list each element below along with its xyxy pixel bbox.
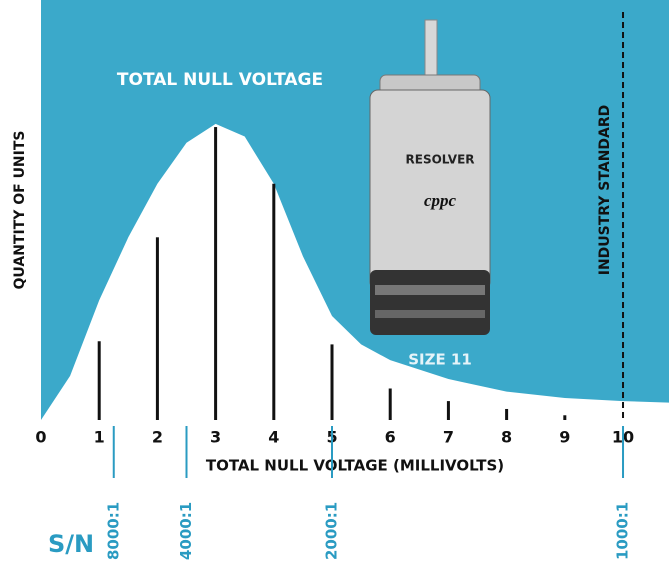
x-tick-label: 3 <box>210 428 221 447</box>
y-axis-label: QUANTITY OF UNITS <box>12 131 28 290</box>
product-brand: cppc <box>424 191 457 210</box>
sn-tick-label: 1000:1 <box>614 502 632 560</box>
product-label: RESOLVER <box>406 153 475 167</box>
bar <box>272 184 275 420</box>
x-tick-label: 0 <box>35 428 46 447</box>
bar <box>389 389 392 421</box>
x-axis-label: TOTAL NULL VOLTAGE (MILLIVOLTS) <box>206 457 504 475</box>
reference-label: INDUSTRY STANDARD <box>597 105 613 276</box>
bar <box>214 127 217 420</box>
sn-tick-label: 2000:1 <box>323 502 341 560</box>
x-tick-label: 8 <box>501 428 512 447</box>
chart-title: TOTAL NULL VOLTAGE <box>117 70 323 90</box>
bar <box>156 237 159 420</box>
bar <box>447 401 450 420</box>
sn-tick-label: 4000:1 <box>177 502 195 560</box>
sn-tick-label: 8000:1 <box>104 502 122 560</box>
bar <box>331 344 334 420</box>
x-tick-label: 9 <box>559 428 570 447</box>
product-size: SIZE 11 <box>408 351 472 369</box>
x-tick-label: 6 <box>385 428 396 447</box>
bar <box>505 409 508 420</box>
x-tick-label: 1 <box>94 428 105 447</box>
sn-title: S/N <box>48 530 94 558</box>
x-tick-label: 4 <box>268 428 279 447</box>
bar <box>98 341 101 420</box>
x-tick-label: 2 <box>152 428 163 447</box>
bar <box>563 415 566 420</box>
chart: TOTAL NULL VOLTAGE QUANTITY OF UNITS TOT… <box>0 0 669 566</box>
x-tick-label: 7 <box>443 428 454 447</box>
